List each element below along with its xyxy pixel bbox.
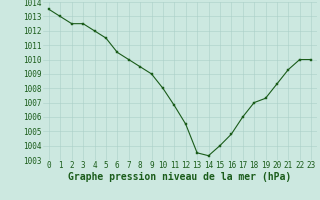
X-axis label: Graphe pression niveau de la mer (hPa): Graphe pression niveau de la mer (hPa): [68, 172, 292, 182]
